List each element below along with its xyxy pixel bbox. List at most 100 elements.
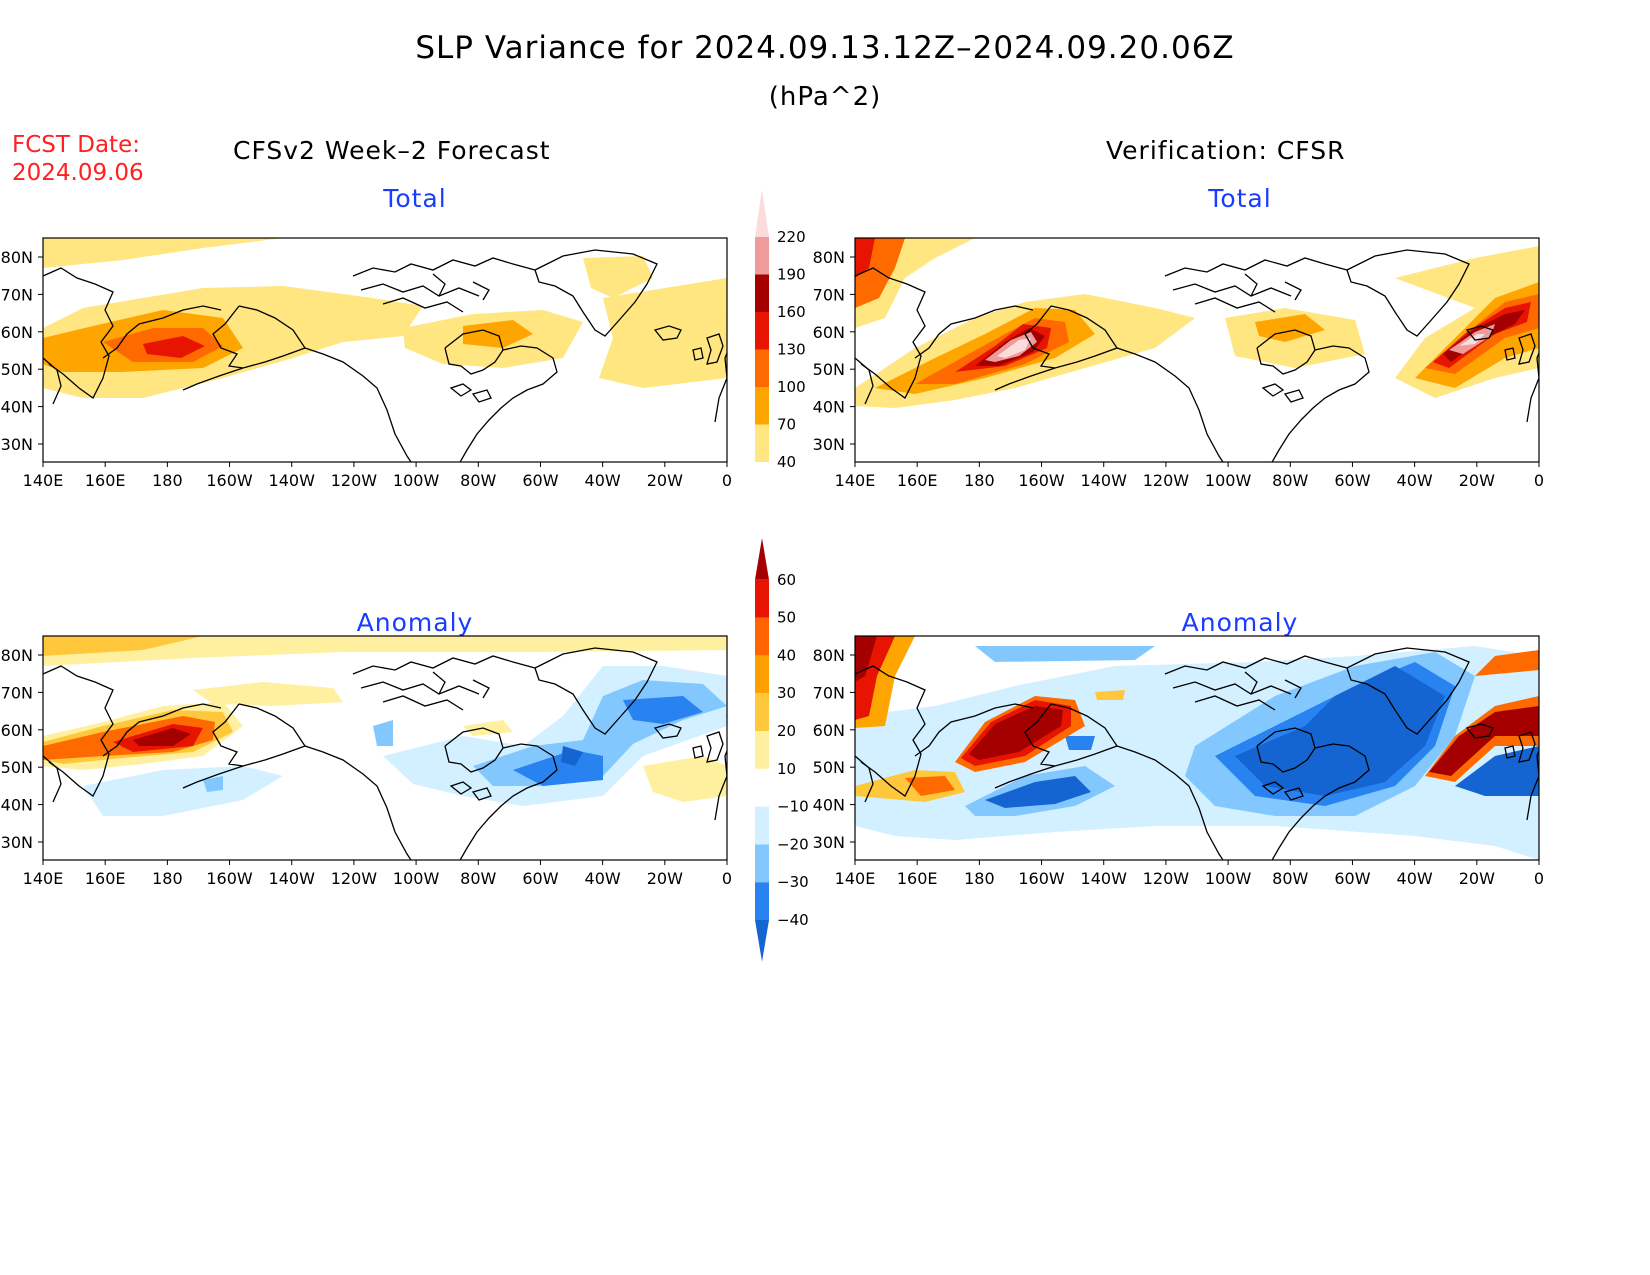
lon-tick-label: 160E — [897, 471, 938, 490]
lon-tick-label: 0 — [1534, 869, 1544, 888]
lon-tick-label: 160W — [206, 471, 253, 490]
lon-tick-label: 160W — [1018, 471, 1065, 490]
colorbar-swatch — [755, 655, 769, 694]
lon-tick-label: 40W — [1397, 869, 1433, 888]
page-title: SLP Variance for 2024.09.13.12Z–2024.09.… — [415, 30, 1235, 66]
lon-tick-label: 20W — [647, 869, 683, 888]
colorbar-label: −30 — [777, 873, 809, 891]
lon-tick-label: 180 — [964, 869, 995, 888]
colorbar-swatch — [755, 312, 769, 350]
colorbar-swatch — [755, 274, 769, 312]
lon-tick-label: 40W — [1397, 471, 1433, 490]
fcst-date-value: 2024.09.06 — [12, 160, 144, 186]
lat-tick-label: 40N — [813, 398, 845, 417]
colorbar-swatch — [755, 617, 769, 656]
colorbar-label: −20 — [777, 835, 809, 853]
lon-tick-label: 120W — [331, 471, 378, 490]
lon-tick-label: 120W — [331, 869, 378, 888]
lon-tick-label: 80W — [1272, 869, 1308, 888]
colorbar-swatch — [755, 844, 769, 883]
lon-tick-label: 140E — [835, 869, 876, 888]
lon-tick-label: 60W — [1334, 471, 1370, 490]
lon-tick-label: 80W — [460, 869, 496, 888]
colorbar-swatch — [755, 768, 769, 807]
colorbar-swatch — [755, 920, 769, 962]
lon-tick-label: 160E — [85, 869, 126, 888]
lat-tick-label: 70N — [1, 285, 33, 304]
colorbar-label: −40 — [777, 911, 809, 929]
lon-tick-label: 20W — [1459, 471, 1495, 490]
verification-anomaly-label: Anomaly — [1181, 608, 1299, 637]
lon-tick-label: 60W — [522, 471, 558, 490]
lon-tick-label: 20W — [1459, 869, 1495, 888]
lat-tick-label: 80N — [813, 248, 845, 267]
lon-tick-label: 120W — [1143, 869, 1190, 888]
lon-tick-label: 140E — [23, 869, 64, 888]
lon-tick-label: 140W — [269, 869, 316, 888]
lon-tick-label: 60W — [522, 869, 558, 888]
lon-tick-label: 20W — [647, 471, 683, 490]
forecast-total-label: Total — [383, 184, 447, 213]
lon-tick-label: 160E — [897, 869, 938, 888]
fcst-date-label: FCST Date: — [12, 132, 140, 158]
lat-tick-label: 30N — [1, 435, 33, 454]
contour-40 — [43, 238, 283, 268]
lat-tick-label: 40N — [1, 398, 33, 417]
lat-tick-label: 50N — [1, 758, 33, 777]
lat-tick-label: 30N — [1, 833, 33, 852]
lon-tick-label: 100W — [1205, 869, 1252, 888]
lat-tick-label: 70N — [813, 285, 845, 304]
verification-anomaly-map — [854, 635, 1540, 861]
lon-tick-label: 0 — [722, 869, 732, 888]
lat-tick-label: 40N — [813, 796, 845, 815]
colorbar-label: 130 — [777, 341, 806, 359]
colorbar-label: 70 — [777, 416, 796, 434]
lon-tick-label: 180 — [152, 471, 183, 490]
lon-tick-label: 140E — [23, 471, 64, 490]
colorbar-label: 10 — [777, 760, 796, 778]
lon-tick-label: 60W — [1334, 869, 1370, 888]
lon-tick-label: 140E — [835, 471, 876, 490]
lon-tick-label: 40W — [585, 471, 621, 490]
lat-tick-label: 60N — [813, 323, 845, 342]
colorbar-swatch — [755, 387, 769, 425]
colorbar-label: 160 — [777, 303, 806, 321]
lon-tick-label: 100W — [393, 471, 440, 490]
verification-total-map — [854, 237, 1540, 463]
axis-labels: 140E 160E 180 160W 140W 120W 100W 80W 60W 40W 20W 0… — [1, 248, 1544, 888]
colorbar-swatch — [755, 882, 769, 920]
colorbar-label: 220 — [777, 228, 806, 246]
colorbar-swatch — [755, 237, 769, 275]
lon-tick-label: 180 — [152, 869, 183, 888]
lat-tick-label: 80N — [1, 646, 33, 665]
lon-tick-label: 0 — [722, 471, 732, 490]
lat-tick-label: 60N — [813, 721, 845, 740]
lat-tick-label: 40N — [1, 796, 33, 815]
lat-tick-label: 80N — [813, 646, 845, 665]
colorbar-label: 100 — [777, 378, 806, 396]
colorbar-swatch — [755, 693, 769, 731]
lon-tick-label: 160W — [1018, 869, 1065, 888]
colorbar-swatch — [755, 424, 769, 462]
lat-tick-label: 70N — [1, 683, 33, 702]
lat-tick-label: 60N — [1, 721, 33, 740]
lon-tick-label: 140W — [269, 471, 316, 490]
colorbar-swatch — [755, 731, 769, 769]
lon-tick-label: 80W — [460, 471, 496, 490]
lon-tick-label: 0 — [1534, 471, 1544, 490]
lon-tick-label: 100W — [1205, 471, 1252, 490]
colorbar-swatch — [755, 806, 769, 845]
lat-tick-label: 70N — [813, 683, 845, 702]
colorbar-label: 50 — [777, 609, 796, 627]
lat-tick-label: 50N — [1, 360, 33, 379]
lon-tick-label: 40W — [585, 869, 621, 888]
lon-tick-label: 120W — [1143, 471, 1190, 490]
forecast-total-map — [42, 237, 728, 463]
lon-tick-label: 80W — [1272, 471, 1308, 490]
verification-column-title: Verification: CFSR — [1106, 136, 1346, 165]
lon-tick-label: 180 — [964, 471, 995, 490]
lon-tick-label: 140W — [1081, 471, 1128, 490]
lon-tick-label: 160E — [85, 471, 126, 490]
lat-tick-label: 30N — [813, 435, 845, 454]
